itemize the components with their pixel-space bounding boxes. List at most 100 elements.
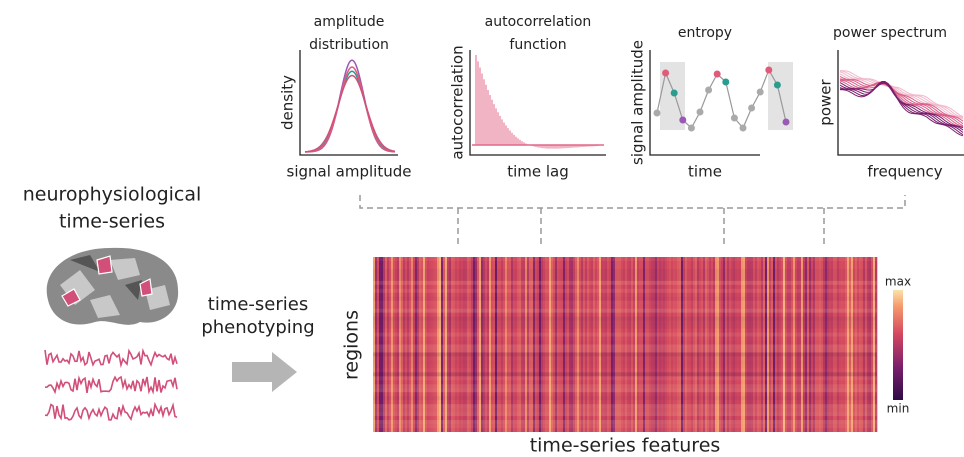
heatmap-column [465, 257, 468, 432]
heatmap-column [571, 257, 574, 432]
arrow-label: phenotyping [201, 317, 314, 338]
heatmap-row [373, 392, 877, 396]
heatmap-column [659, 257, 662, 432]
heatmap-column [453, 257, 456, 432]
heatmap-column [669, 257, 672, 432]
heatmap-row [373, 344, 877, 349]
heatmap-column [811, 257, 814, 432]
entropy-point [773, 81, 781, 89]
heatmap-y-label: regions [341, 310, 363, 380]
heatmap-column [475, 257, 478, 432]
heatmap-column [399, 257, 402, 432]
heatmap-column [603, 257, 606, 432]
heatmap-column [831, 257, 834, 432]
heatmap [373, 257, 878, 432]
heatmap-column [675, 257, 678, 432]
phenotyping-arrow [232, 352, 297, 392]
entropy-point [782, 118, 790, 126]
heatmap-column [869, 257, 872, 432]
heatmap-row [373, 308, 877, 313]
heatmap-x-label: time-series features [530, 435, 721, 457]
heatmap-column [849, 257, 852, 432]
heatmap-column [543, 257, 546, 432]
heatmap-column [647, 257, 650, 432]
entropy-point [722, 78, 730, 86]
heatmap-column [801, 257, 804, 432]
heatmap-column [529, 257, 532, 432]
entropy-point [653, 109, 661, 117]
heatmap-column [377, 257, 380, 432]
heatmap-column [803, 257, 806, 432]
heatmap-column [391, 257, 394, 432]
entropy-point [739, 124, 747, 132]
heatmap-column [591, 257, 594, 432]
heatmap-column [705, 257, 708, 432]
heatmap-column [559, 257, 562, 432]
heatmap-column [815, 257, 818, 432]
heatmap-column [715, 257, 718, 432]
heatmap-column [687, 257, 690, 432]
heatmap-column [523, 257, 526, 432]
heatmap-column [657, 257, 660, 432]
panel-title: amplitude [314, 14, 385, 30]
heatmap-column [835, 257, 838, 432]
heatmap-row [373, 388, 877, 393]
heatmap-column [431, 257, 434, 432]
heatmap-column [461, 257, 464, 432]
heatmap-column [719, 257, 722, 432]
heatmap-column [397, 257, 400, 432]
heatmap-column [677, 257, 680, 432]
heatmap-row [373, 265, 877, 269]
heatmap-column [515, 257, 518, 432]
heatmap-column [663, 257, 666, 432]
heatmap-column [625, 257, 628, 432]
panel-axes [469, 50, 606, 156]
heatmap-column [737, 257, 740, 432]
heatmap-column [797, 257, 800, 432]
heatmap-column [535, 257, 538, 432]
density-curve [305, 66, 396, 153]
heatmap-column [585, 257, 588, 432]
heatmap-column [667, 257, 670, 432]
heatmap-column [785, 257, 788, 432]
heatmap-column [619, 257, 622, 432]
heatmap-column [469, 257, 472, 432]
heatmap-column [415, 257, 418, 432]
heatmap-column [699, 257, 702, 432]
entropy-point [713, 70, 721, 78]
heatmap-column [459, 257, 462, 432]
panel-axes [837, 50, 964, 156]
heatmap-column [419, 257, 422, 432]
heatmap-column [607, 257, 610, 432]
heatmap-column [449, 257, 452, 432]
heatmap-row [373, 324, 877, 329]
heatmap-column [753, 257, 756, 432]
heatmap-column [563, 257, 566, 432]
heatmap-column [403, 257, 406, 432]
heatmap-column [481, 257, 484, 432]
heatmap-column [813, 257, 816, 432]
heatmap-column [483, 257, 486, 432]
heatmap-column [393, 257, 396, 432]
heatmap-column [429, 257, 432, 432]
heatmap-column [757, 257, 760, 432]
heatmap-column [841, 257, 844, 432]
panel-title: entropy [678, 25, 732, 41]
spectrum-line [839, 80, 964, 128]
heatmap-column [587, 257, 590, 432]
heatmap-column [695, 257, 698, 432]
panel-y-label: autocorrelation [449, 45, 467, 159]
heatmap-column [751, 257, 754, 432]
heatmap-column [633, 257, 636, 432]
heatmap-column [717, 257, 720, 432]
heatmap-column [725, 257, 728, 432]
panel-y-label: density [279, 75, 297, 130]
entropy-point [756, 88, 764, 96]
entropy-point [670, 89, 678, 97]
heatmap-column [871, 257, 874, 432]
heatmap-column [653, 257, 656, 432]
heatmap-column [773, 257, 776, 432]
heatmap-column [387, 257, 390, 432]
heatmap-column [821, 257, 824, 432]
heatmap-column [645, 257, 648, 432]
